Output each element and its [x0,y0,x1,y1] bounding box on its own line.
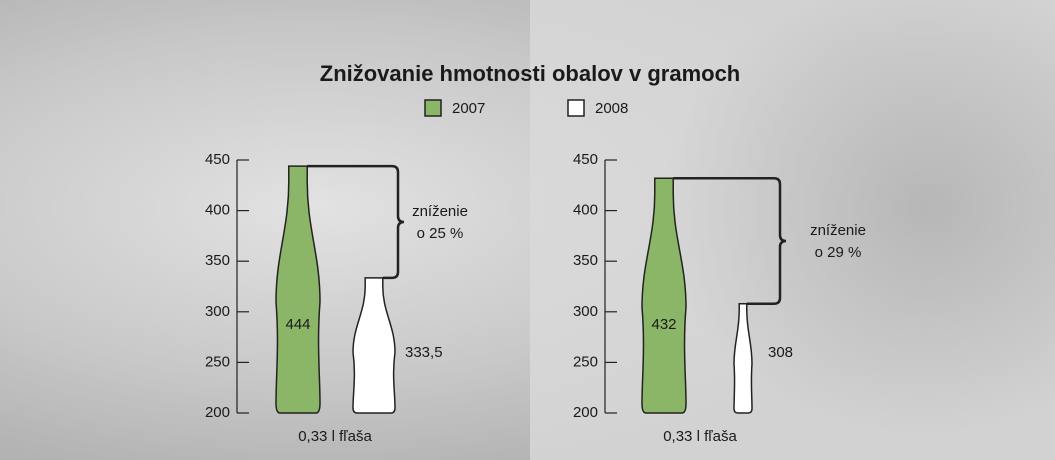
y-tick-label: 400 [205,202,230,219]
legend-swatch [425,100,441,116]
annotation: zníženie [810,222,866,239]
y-tick-label: 250 [205,353,230,370]
y-tick-label: 450 [573,151,598,168]
y-tick-label: 450 [205,151,230,168]
value-label: 308 [768,344,793,361]
chart: Znižovanie hmotnosti obalov v gramoch 20… [0,0,1055,460]
x-tick-label: 0,33 l fľaša [663,428,737,445]
legend-swatch [568,100,584,116]
x-tick-label: 0,33 l fľaša [298,428,372,445]
annotation: o 29 % [815,244,862,261]
chart-title: Znižovanie hmotnosti obalov v gramoch [320,61,741,86]
y-tick-label: 300 [573,303,598,320]
annotation: zníženie [412,203,468,220]
y-tick-label: 250 [573,353,598,370]
legend-label: 2007 [452,100,485,117]
y-tick-label: 350 [205,252,230,269]
y-tick-label: 300 [205,303,230,320]
value-label: 432 [651,316,676,333]
y-tick-label: 200 [205,404,230,421]
value-label: 444 [285,316,310,333]
value-label: 333,5 [405,344,443,361]
legend-label: 2008 [595,100,628,117]
annotation: o 25 % [417,225,464,242]
y-tick-label: 350 [573,252,598,269]
y-tick-label: 200 [573,404,598,421]
y-tick-label: 400 [573,202,598,219]
